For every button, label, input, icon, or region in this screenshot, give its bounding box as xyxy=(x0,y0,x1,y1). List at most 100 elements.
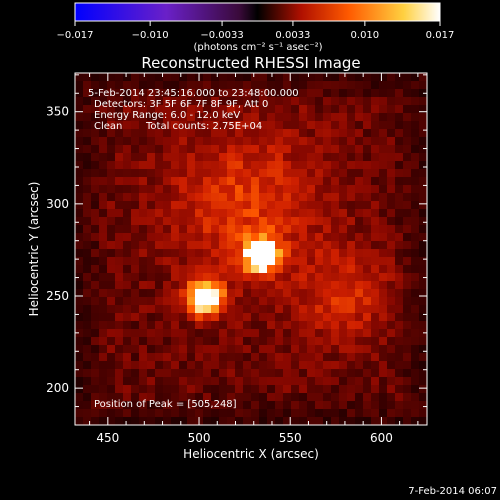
heatmap-cell xyxy=(195,177,204,186)
heatmap-cell xyxy=(355,265,364,274)
heatmap-cell xyxy=(371,305,380,314)
heatmap-cell xyxy=(155,81,164,90)
heatmap-cell xyxy=(371,97,380,106)
heatmap-cell xyxy=(419,385,427,394)
heatmap-cell xyxy=(371,345,380,354)
heatmap-cell xyxy=(315,241,324,250)
heatmap-cell xyxy=(387,361,396,370)
heatmap-cell xyxy=(267,305,276,314)
heatmap-cell xyxy=(179,233,188,242)
heatmap-cell xyxy=(171,417,180,425)
heatmap-cell xyxy=(259,105,268,114)
heatmap-cell xyxy=(75,129,84,138)
heatmap-cell xyxy=(171,81,180,90)
colorbar-tick-label: 0.0033 xyxy=(275,30,310,41)
heatmap-cell xyxy=(243,185,252,194)
heatmap-cell xyxy=(99,257,108,266)
heatmap-cell xyxy=(211,105,220,114)
heatmap-cell xyxy=(307,393,316,402)
heatmap-cell xyxy=(171,265,180,274)
annotation-detectors: Detectors: 3F 5F 6F 7F 8F 9F, Att 0 xyxy=(94,99,268,110)
heatmap-cell xyxy=(131,169,140,178)
heatmap-cell xyxy=(267,201,276,210)
heatmap-cell xyxy=(323,105,332,114)
heatmap-cell xyxy=(235,313,244,322)
heatmap-cell xyxy=(211,121,220,130)
heatmap-cell xyxy=(299,137,308,146)
heatmap-cell xyxy=(307,73,316,82)
heatmap-cell xyxy=(243,209,252,218)
heatmap-cell xyxy=(299,241,308,250)
heatmap-cell xyxy=(155,353,164,362)
heatmap-cell xyxy=(371,241,380,250)
heatmap-cell xyxy=(275,177,284,186)
heatmap-cell xyxy=(227,217,236,226)
heatmap-cell xyxy=(75,353,84,362)
heatmap-cell xyxy=(187,209,196,218)
heatmap-cell xyxy=(99,161,108,170)
heatmap-cell xyxy=(339,345,348,354)
heatmap-cell xyxy=(147,73,156,82)
heatmap-cell xyxy=(115,209,124,218)
heatmap-cell xyxy=(243,401,252,410)
colorbar-tick-label: 0.010 xyxy=(351,30,380,41)
heatmap-cell xyxy=(187,113,196,122)
heatmap-cell xyxy=(75,257,84,266)
heatmap-cell xyxy=(355,393,364,402)
heatmap-cell xyxy=(83,393,92,402)
heatmap-cell xyxy=(227,273,236,282)
heatmap-cell xyxy=(339,289,348,298)
heatmap-cell xyxy=(203,345,212,354)
heatmap-cell xyxy=(387,113,396,122)
heatmap-cell xyxy=(75,345,84,354)
heatmap-cell xyxy=(419,113,427,122)
heatmap-cell xyxy=(131,193,140,202)
heatmap-cell xyxy=(203,401,212,410)
heatmap-cell xyxy=(139,209,148,218)
heatmap-cell xyxy=(323,233,332,242)
heatmap-cell xyxy=(91,217,100,226)
heatmap-cell xyxy=(179,153,188,162)
x-tick-label: 500 xyxy=(188,431,211,445)
heatmap-cell xyxy=(163,201,172,210)
heatmap-cell xyxy=(275,361,284,370)
heatmap-cell xyxy=(171,321,180,330)
heatmap-cell xyxy=(83,201,92,210)
heatmap-cell xyxy=(107,369,116,378)
heatmap-cell xyxy=(379,129,388,138)
heatmap-cell xyxy=(235,273,244,282)
heatmap-cell xyxy=(139,145,148,154)
heatmap-cell xyxy=(291,329,300,338)
heatmap-cell xyxy=(331,137,340,146)
heatmap-cell xyxy=(347,153,356,162)
heatmap-cell xyxy=(251,209,260,218)
heatmap-cell xyxy=(219,89,228,98)
heatmap-cell xyxy=(99,393,108,402)
heatmap-cell xyxy=(243,417,252,425)
heatmap-cell xyxy=(275,265,284,274)
heatmap-cell xyxy=(235,329,244,338)
heatmap-cell xyxy=(219,409,228,418)
heatmap-cell xyxy=(419,361,427,370)
heatmap-cell xyxy=(243,321,252,330)
heatmap-cell xyxy=(187,345,196,354)
heatmap-cell xyxy=(107,377,116,386)
heatmap-cell xyxy=(131,73,140,82)
heatmap-cell xyxy=(315,393,324,402)
heatmap-cell xyxy=(243,313,252,322)
heatmap-cell xyxy=(403,137,412,146)
heatmap-cell xyxy=(307,145,316,154)
heatmap-cell xyxy=(227,233,236,242)
heatmap-cell xyxy=(299,377,308,386)
heatmap-cell xyxy=(387,321,396,330)
heatmap-cell xyxy=(355,209,364,218)
heatmap-cell xyxy=(259,177,268,186)
heatmap-cell xyxy=(403,81,412,90)
heatmap-cell xyxy=(227,81,236,90)
heatmap-cell xyxy=(411,113,420,122)
heatmap-cell xyxy=(195,121,204,130)
heatmap-cell xyxy=(291,129,300,138)
heatmap-cell xyxy=(299,409,308,418)
heatmap-cell xyxy=(299,105,308,114)
